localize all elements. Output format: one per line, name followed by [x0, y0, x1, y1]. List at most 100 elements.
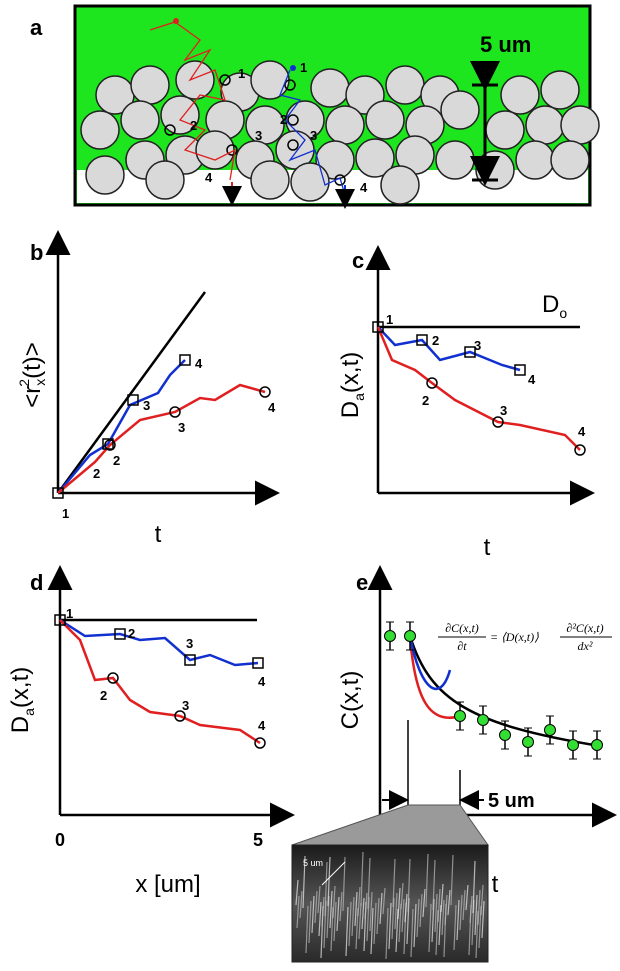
point-label: 3: [255, 128, 262, 143]
spike: [432, 859, 436, 911]
spike: [382, 887, 386, 915]
x-end-label: 5: [253, 830, 263, 850]
particle: [515, 140, 555, 180]
spike: [317, 885, 321, 914]
particle: [355, 138, 395, 178]
spike: [413, 903, 417, 948]
spike: [308, 900, 312, 944]
label-part: D: [7, 716, 34, 733]
spike: [342, 856, 346, 912]
nanowires: [295, 851, 485, 960]
label-part: D: [542, 291, 559, 318]
point: [591, 739, 603, 751]
point-label: 4: [258, 718, 266, 733]
spike: [474, 894, 478, 936]
spike: [314, 890, 318, 924]
particle: [380, 165, 420, 205]
label-part: o: [559, 305, 567, 321]
point-label: 1: [66, 606, 73, 621]
spike: [472, 860, 476, 914]
spike: [477, 889, 481, 926]
spike: [395, 908, 399, 953]
spike: [441, 899, 445, 936]
blue-start: [290, 65, 296, 71]
particle: [435, 140, 475, 180]
point: [477, 714, 489, 726]
spike: [324, 861, 328, 917]
point: [567, 739, 579, 751]
spike: [392, 858, 396, 908]
point: [454, 710, 466, 722]
red-start: [173, 18, 179, 24]
spike: [348, 901, 352, 947]
spike: [385, 907, 389, 960]
point-label: 1: [62, 506, 69, 521]
point-label: 1: [300, 60, 307, 75]
markers: [52, 321, 586, 749]
point-label: 3: [310, 128, 317, 143]
point: [384, 630, 396, 642]
particle: [80, 110, 120, 150]
spike: [398, 903, 402, 943]
point-label: 4: [360, 180, 368, 195]
marker: [287, 114, 299, 126]
spike: [333, 901, 337, 942]
spike: [447, 889, 451, 916]
particle: [175, 60, 215, 100]
measurements: [384, 621, 603, 760]
point: [404, 630, 416, 642]
spike: [367, 857, 371, 910]
panel-letter: a: [30, 15, 43, 40]
spike: [311, 895, 315, 934]
panel-letter: b: [30, 240, 43, 265]
y-label: <rx2(t)>: [16, 342, 48, 407]
x-label: t: [155, 521, 162, 548]
scale-line: [321, 861, 346, 886]
spike: [364, 892, 368, 920]
spike: [329, 890, 333, 929]
marker: [219, 74, 231, 86]
image-scale-label: 5 um: [303, 858, 323, 868]
point-label: 1: [386, 312, 393, 327]
spike: [478, 905, 482, 949]
particle: [365, 100, 405, 140]
spike: [358, 902, 362, 940]
label-part: (x,t): [7, 667, 34, 708]
point-label: 4: [268, 400, 276, 415]
particle: [485, 110, 525, 150]
spike: [404, 893, 408, 923]
spike: [299, 890, 303, 919]
spike: [428, 903, 432, 953]
spike: [321, 896, 325, 927]
spike: [469, 895, 473, 924]
spike: [394, 892, 398, 930]
reference-label: Do: [542, 291, 567, 321]
spike: [361, 897, 365, 930]
spike: [435, 909, 439, 956]
label-part: a: [21, 708, 37, 716]
equation-part: = ⟨D(x,t)⟩: [490, 630, 539, 644]
spike: [373, 902, 377, 945]
blue-trajectory: [279, 69, 346, 196]
spike: [438, 904, 442, 946]
point-label: 1: [238, 66, 245, 81]
spike: [416, 898, 420, 938]
axes: [45, 230, 617, 828]
spike: [360, 851, 364, 907]
point-label: 3: [182, 698, 189, 713]
point-label: 2: [422, 393, 429, 408]
spike: [401, 898, 405, 933]
x-label: x [um]: [135, 871, 200, 898]
particle: [560, 105, 600, 145]
scale-label: 5 um: [488, 790, 535, 812]
y-label: C(x,t): [337, 671, 364, 730]
spike: [355, 907, 359, 950]
spike: [327, 856, 331, 907]
particle: [500, 75, 540, 115]
label-part: a: [351, 393, 367, 401]
spike: [318, 901, 322, 937]
spike: [339, 891, 343, 922]
marker: [164, 124, 176, 136]
marker: [287, 139, 299, 151]
